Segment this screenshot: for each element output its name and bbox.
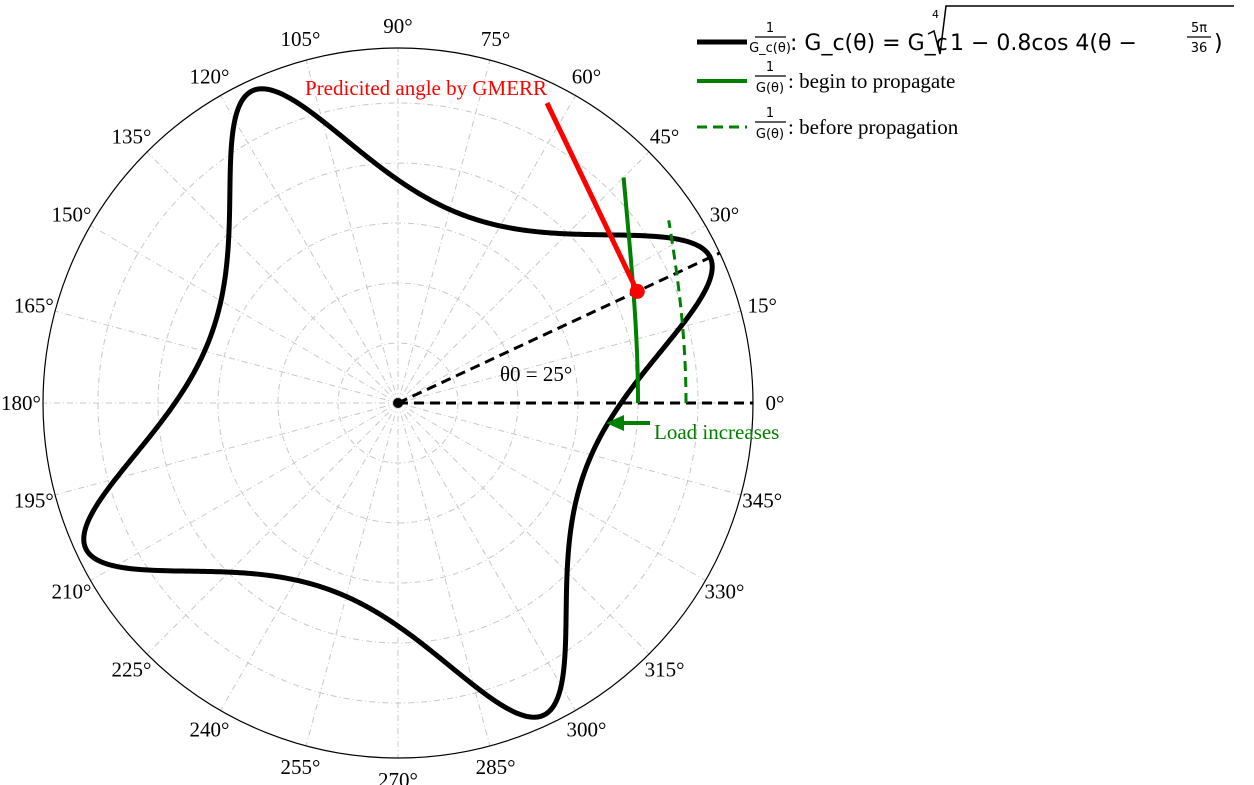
angle-tick-label: 90° [383, 14, 412, 38]
grid-spoke [397, 151, 650, 404]
legend-gc-close: ) [1214, 31, 1223, 56]
angle-tick-label: 285° [476, 755, 516, 779]
grid-spoke [397, 402, 706, 581]
grid-spoke [397, 402, 650, 655]
grid-spoke [305, 402, 399, 747]
legend-gc-radicand: 1 − 0.8cos 4(θ − [950, 31, 1137, 56]
angle-tick-label: 105° [280, 27, 320, 51]
grid-spoke [397, 59, 491, 404]
load-increases-arrow [606, 415, 650, 431]
grid-spoke [397, 95, 576, 404]
legend-gc-frac-num: 1 [766, 21, 774, 36]
angle-tick-label: 75° [481, 27, 510, 51]
legend-before-frac-den: G(θ) [756, 127, 784, 142]
grid-spoke [90, 402, 399, 581]
legend-gc-frac-den: G_c(θ) [749, 41, 791, 56]
legend-gc-inner-num: 5π [1191, 21, 1207, 36]
legend: 1 G_c(θ) : G_c(θ) = G_c 4 1 − 0.8cos 4(θ… [697, 5, 1234, 142]
reference-line-25deg [397, 251, 721, 405]
angle-tick-label: 255° [280, 755, 320, 779]
angle-tick-label: 330° [705, 580, 745, 604]
grid-spoke [146, 402, 399, 655]
grid-spoke [146, 151, 399, 404]
predicted-angle-pointer [544, 101, 640, 293]
grid-spoke [54, 402, 399, 496]
grid-spoke [305, 59, 399, 404]
angle-tick-label: 150° [52, 203, 92, 227]
load-increases-label: Load increases [654, 420, 779, 444]
grid-spoke [397, 402, 576, 711]
theta0-label: θ0 = 25° [500, 362, 572, 386]
legend-before-frac-num: 1 [766, 106, 774, 121]
legend-begin-frac-den: G(θ) [756, 81, 784, 96]
legend-begin-frac-num: 1 [766, 60, 774, 75]
angle-tick-labels: 0° 15° 30° 45° 60° 75° 90° 105° 120° 135° 150° 165°… [1, 14, 784, 785]
origin-dot [393, 398, 403, 408]
angle-tick-label: 60° [572, 65, 601, 89]
legend-before-text: : before propagation [788, 115, 959, 139]
grid-spoke [90, 225, 399, 404]
angle-tick-label: 225° [111, 658, 151, 682]
angle-tick-label: 315° [645, 658, 685, 682]
grid-spoke [397, 402, 742, 496]
grid-spoke [54, 310, 399, 404]
series-begin-to-propagate [621, 177, 640, 403]
predicted-point [629, 283, 645, 299]
series-gc-curve [81, 86, 715, 720]
angle-tick-label: 165° [14, 293, 54, 317]
angle-tick-label: 195° [14, 489, 54, 513]
grid-spoke [220, 95, 399, 404]
angle-tick-label: 135° [111, 124, 151, 148]
legend-gc-text: : G_c(θ) = G_c [790, 31, 948, 56]
series-before-propagation [667, 220, 688, 403]
angle-tick-label: 210° [52, 580, 92, 604]
angle-tick-label: 120° [190, 65, 230, 89]
angle-tick-label: 300° [567, 717, 607, 741]
grid-spoke [397, 310, 742, 404]
grid-spoke [397, 225, 706, 404]
angle-tick-label: 15° [747, 293, 776, 317]
angle-tick-label: 180° [1, 391, 41, 415]
grid-circle [337, 342, 459, 464]
legend-gc-inner-den: 36 [1191, 41, 1208, 56]
legend-entry-gc: 1 G_c(θ) : G_c(θ) = G_c 4 1 − 0.8cos 4(θ… [697, 5, 1234, 56]
angle-tick-label: 345° [742, 489, 782, 513]
legend-begin-text: : begin to propagate [788, 69, 955, 93]
angle-tick-label: 45° [650, 124, 679, 148]
legend-entry-before: 1 G(θ) : before propagation [697, 106, 959, 142]
legend-entry-begin: 1 G(θ) : begin to propagate [697, 60, 955, 96]
angle-tick-label: 0° [766, 391, 785, 415]
grid-spoke [397, 402, 491, 747]
grid-spoke [220, 402, 399, 711]
angle-tick-label: 270° [378, 768, 418, 785]
legend-gc-root-index: 4 [932, 8, 939, 21]
predicted-angle-label: Predicited angle by GMERR [305, 76, 547, 100]
angle-tick-label: 30° [710, 203, 739, 227]
angle-tick-label: 240° [190, 717, 230, 741]
